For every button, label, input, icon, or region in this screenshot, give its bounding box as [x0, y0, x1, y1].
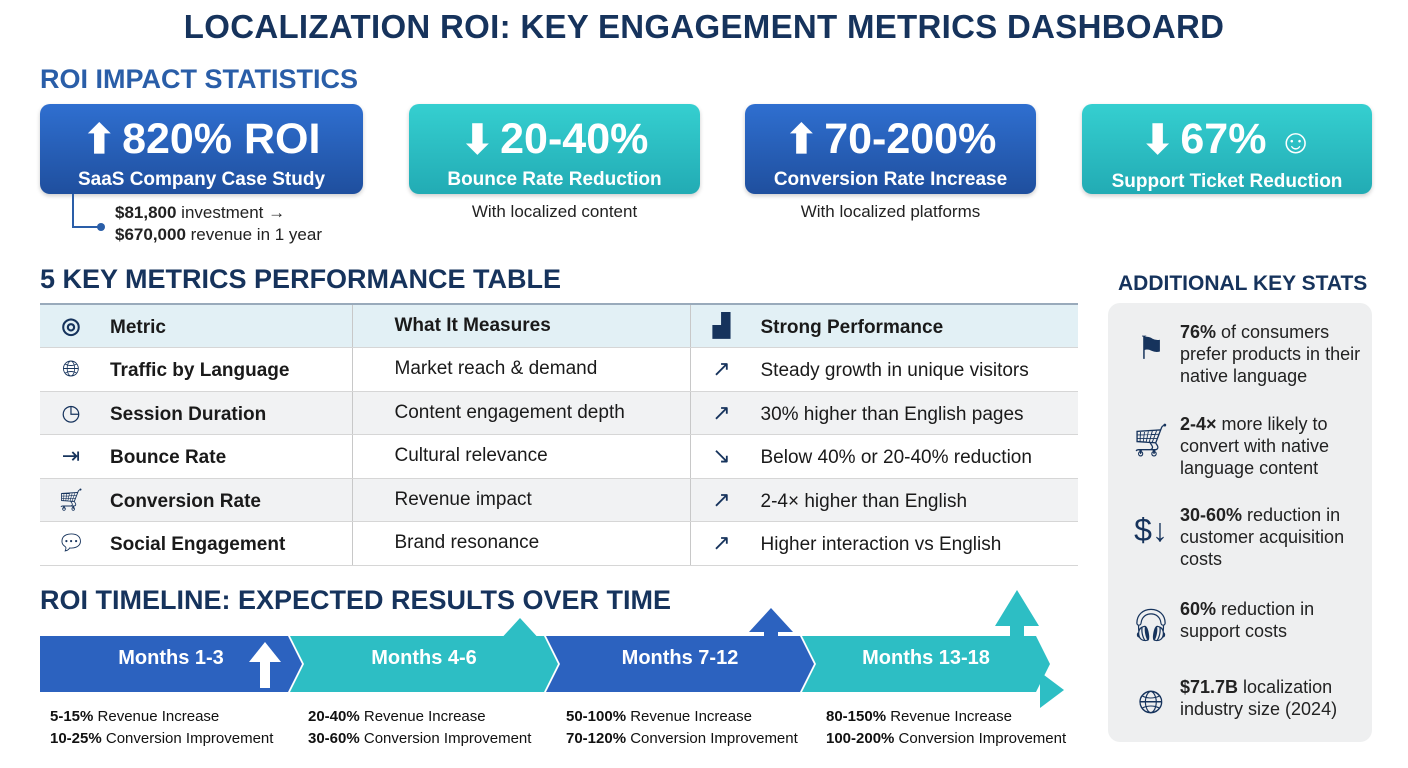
conversion-note: With localized platforms — [800, 202, 981, 221]
stat-item: $↓ 30-60% reduction in customer acquisiti… — [1122, 504, 1372, 570]
stat-item: 🎧︎ 60% reduction in support costs — [1122, 598, 1372, 644]
metrics-table: ◎ Metric What It Measures ▟ Strong Perform… — [40, 303, 1078, 566]
timeline-end-arrow — [1040, 672, 1064, 708]
cart-download-icon: 🛒︎ — [1130, 422, 1172, 458]
growth-arrow-head — [249, 642, 281, 662]
stat-item: 🛒︎ 2-4× more likely to convert with nativ… — [1122, 413, 1372, 479]
card-label: SaaS Company Case Study — [77, 169, 326, 190]
arrow-down-icon: ⬇ — [1140, 118, 1175, 162]
timeline-results: 20-40% Revenue Increase 30-60% Conversion… — [308, 708, 532, 747]
chat-bubbles-icon: 💬︎ — [57, 530, 85, 556]
clock-icon: ◷ — [61, 399, 81, 425]
money-bag-down-icon: $↓ — [1134, 512, 1168, 548]
card-value: 70-200% — [824, 115, 997, 163]
additional-heading: ADDITIONAL KEY STATS — [1118, 272, 1368, 295]
stat-item: ⚑ 76% of consumers prefer products in the… — [1122, 321, 1372, 387]
growth-arrow-head — [995, 590, 1039, 626]
trend-up-icon: ↗ — [712, 486, 731, 512]
trend-up-icon: ↗ — [712, 356, 731, 382]
person-flag-icon: ⚑ — [1136, 330, 1166, 366]
roi-heading: ROI IMPACT STATISTICS — [40, 64, 358, 94]
card-label: Conversion Rate Increase — [773, 169, 1008, 190]
timeline-results: 80-150% Revenue Increase 100-200% Convers… — [826, 708, 1067, 747]
connector-dot — [97, 223, 105, 231]
trend-down-icon: ↘ — [712, 443, 731, 469]
trend-up-icon: ↗ — [712, 530, 731, 556]
headset-down-icon: 🎧︎ — [1130, 607, 1172, 643]
arrow-up-icon: ⬆ — [784, 118, 819, 162]
growth-arrow-icon — [1010, 624, 1024, 692]
bounce-note: With localized content — [471, 202, 638, 221]
card-value: 20-40% — [500, 115, 649, 163]
target-icon: ◎ — [61, 313, 81, 338]
timeline-results: 5-15% Revenue Increase 10-25% Conversion … — [50, 708, 274, 747]
table-row: 💬︎ Social Engagement Brand resonance ↗ Hig… — [40, 521, 1078, 566]
card-label: Bounce Rate Reduction — [447, 169, 662, 190]
stat-item: 🌐︎ $71.7B localization industry size (202… — [1122, 676, 1372, 722]
table-header-row: ◎ Metric What It Measures ▟ Strong Perform… — [40, 303, 1078, 348]
growth-arrow-icon — [513, 640, 527, 692]
globe-dollar-icon: 🌐︎ — [1138, 684, 1164, 720]
card-value: 67% — [1180, 115, 1267, 163]
timeline-results: 50-100% Revenue Increase 70-120% Conversi… — [566, 708, 798, 747]
card-value: 820% ROI — [122, 115, 321, 163]
bounce-card: ⬇ 20-40% Bounce Rate Reduction — [409, 104, 700, 194]
table-heading: 5 KEY METRICS PERFORMANCE TABLE — [40, 264, 562, 294]
growth-arrow-head — [498, 618, 542, 642]
growth-arrow-icon — [764, 630, 778, 692]
exit-door-icon: ⇥ — [61, 443, 81, 469]
timeline-phase-4: Months 13-18 — [802, 636, 1050, 692]
growth-arrow-head — [749, 608, 793, 632]
timeline-heading: ROI TIMELINE: EXPECTED RESULTS OVER TIME — [40, 585, 672, 615]
roi-card: ⬆ 820% ROI SaaS Company Case Study — [40, 104, 363, 194]
additional-stats-panel: ⚑ 76% of consumers prefer products in the… — [1108, 303, 1372, 742]
conversion-card: ⬆ 70-200% Conversion Rate Increase — [745, 104, 1036, 194]
trend-up-icon: ↗ — [712, 399, 731, 425]
growth-arrow-icon — [258, 660, 272, 690]
arrow-down-icon: ⬇ — [460, 118, 495, 162]
connector-line — [72, 194, 100, 228]
table-row: 🌐︎ Traffic by Language Market reach & dem… — [40, 347, 1078, 392]
table-row: 🛒︎ Conversion Rate Revenue impact ↗ 2-4× h… — [40, 478, 1078, 522]
bar-chart-icon: ▟ — [713, 313, 730, 338]
globe-cursor-icon: 🌐︎ — [62, 356, 80, 382]
page-title: LOCALIZATION ROI: KEY ENGAGEMENT METRICS… — [183, 8, 1225, 45]
table-row: ⇥ Bounce Rate Cultural relevance ↘ Below 4… — [40, 434, 1078, 479]
support-agent-icon: ☺ — [1278, 123, 1314, 161]
arrow-up-icon: ⬆ — [82, 118, 117, 162]
support-card: ⬇ 67% ☺ Support Ticket Reduction — [1082, 104, 1372, 194]
cart-check-icon: 🛒︎ — [57, 486, 85, 512]
table-row: ◷ Session Duration Content engagement dep… — [40, 391, 1078, 435]
case-note: $81,800 investment → $670,000 revenue in… — [115, 203, 322, 244]
card-label: Support Ticket Reduction — [1111, 171, 1343, 192]
